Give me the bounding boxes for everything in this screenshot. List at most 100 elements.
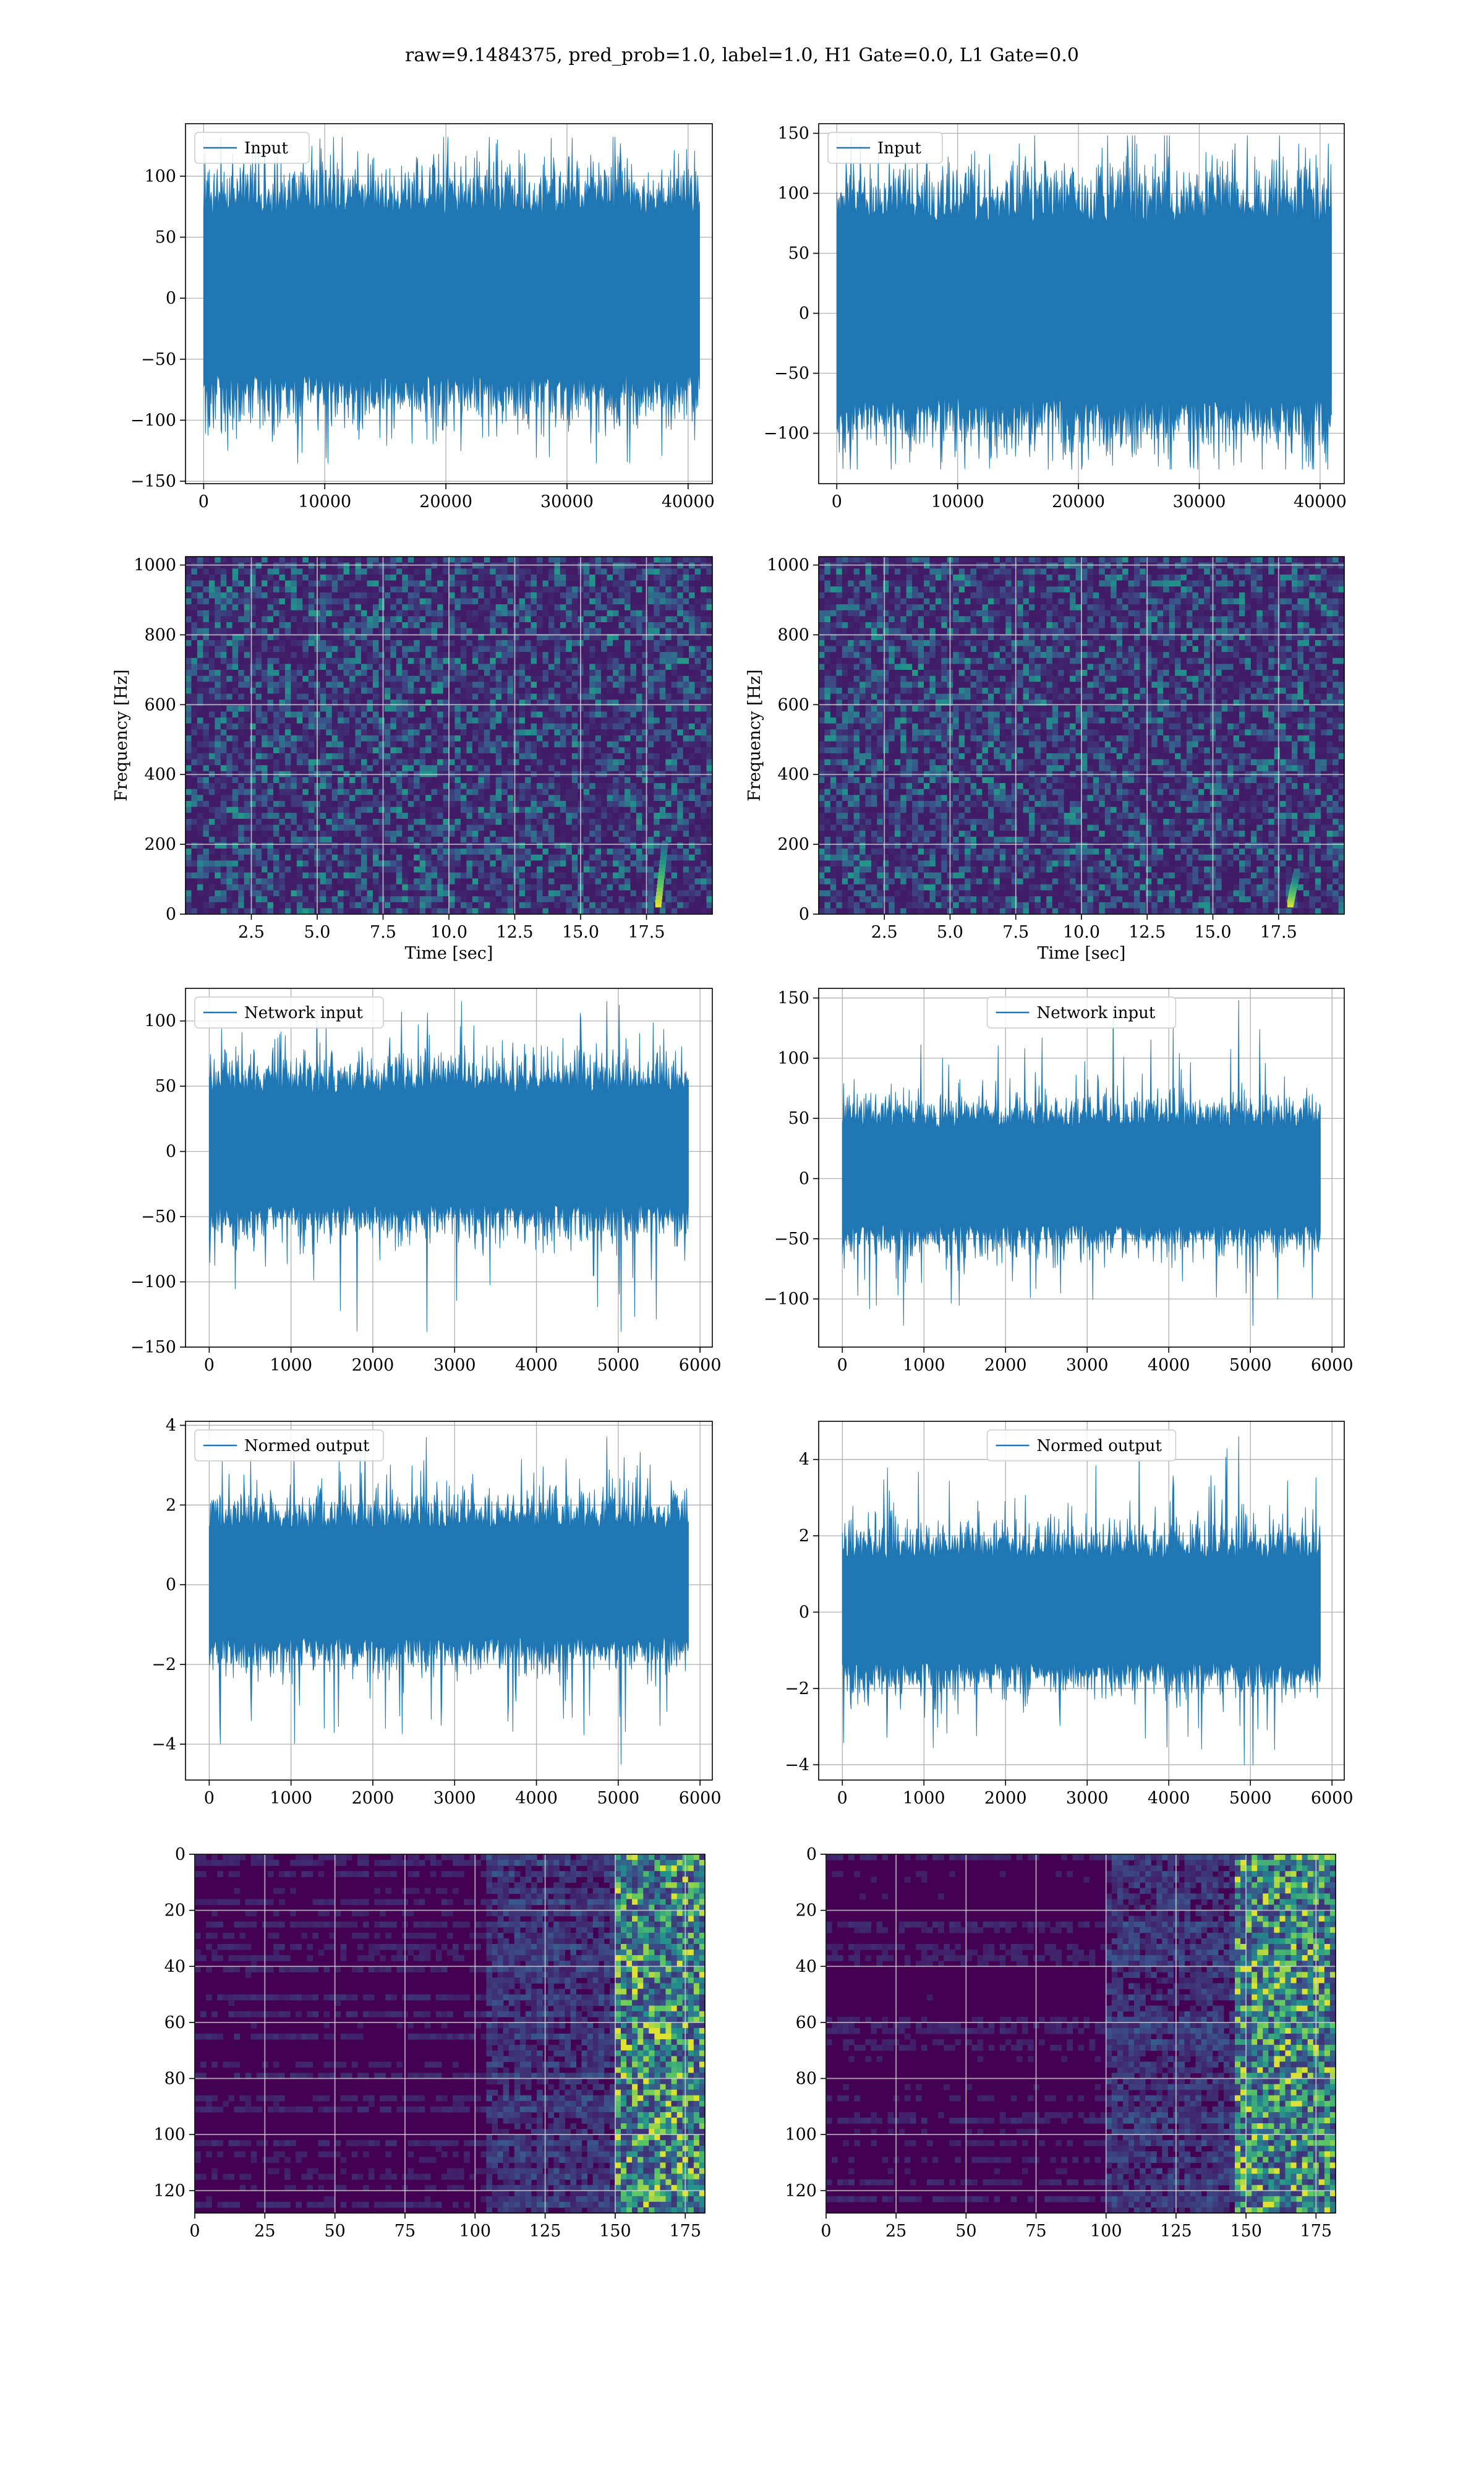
legend-label: Network input xyxy=(1037,1004,1156,1022)
y-tick-label: 1000 xyxy=(767,556,809,575)
y-tick-label: 120 xyxy=(153,2181,186,2201)
y-tick-label: 0 xyxy=(799,1603,809,1622)
y-tick-label: 200 xyxy=(777,835,809,854)
axes-norm-h1: 0 1000 2000 3000 4000 5000 6000 −4 −2 0 2 4 Normed o… xyxy=(151,1416,721,1808)
legend: Network input xyxy=(194,996,384,1029)
chirp-mark xyxy=(656,888,663,896)
y-tick-label: 0 xyxy=(799,1170,809,1189)
legend-box xyxy=(194,996,384,1029)
x-tick-label: 25 xyxy=(885,2222,906,2241)
axes-feat-h1: 0 25 50 75 100 125 150 175 0 20 40 60 80 100 120 xyxy=(153,1845,706,2241)
y-tick-label: 20 xyxy=(796,1901,817,1920)
y-tick-label: 40 xyxy=(796,1957,817,1976)
axes-input-h1: 0 10000 20000 30000 40000 −150 −100 −50 0 50 100 In… xyxy=(130,123,715,511)
suptitle: raw=9.1484375, pred_prob=1.0, label=1.0,… xyxy=(405,45,1079,66)
x-tick-label: 100 xyxy=(459,2222,492,2241)
y-tick-label: −100 xyxy=(764,424,809,443)
y-tick-label: 50 xyxy=(155,1077,176,1096)
axes-frame xyxy=(818,1421,1345,1781)
legend-box xyxy=(194,1429,384,1462)
x-tick-label: 20000 xyxy=(1052,492,1105,511)
chirp-mark xyxy=(658,872,665,880)
legend-label: Normed output xyxy=(244,1437,370,1455)
x-tick-label: 30000 xyxy=(1173,492,1226,511)
chirp-mark xyxy=(657,880,664,888)
y-tick-label: −50 xyxy=(141,1207,176,1226)
y-tick-label: −100 xyxy=(130,411,176,430)
x-tick-label: 6000 xyxy=(1311,1789,1354,1808)
x-tick-label: 0 xyxy=(204,1356,215,1375)
x-tick-label: 0 xyxy=(198,492,209,511)
y-tick-label: 150 xyxy=(777,124,809,143)
y-tick-label: 50 xyxy=(788,244,809,263)
axes-frame xyxy=(825,1854,1336,2214)
chirp-mark xyxy=(657,876,664,884)
x-tick-label: 5000 xyxy=(597,1356,639,1375)
x-tick-label: 40000 xyxy=(1294,492,1347,511)
x-tick-label: 17.5 xyxy=(1260,923,1297,942)
series-core-band xyxy=(209,1092,689,1204)
axes-norm-l1: 0 1000 2000 3000 4000 5000 6000 −4 −2 0 2 4 Normed o… xyxy=(785,1421,1354,1808)
y-tick-label: 0 xyxy=(166,1142,176,1162)
x-tick-label: 4000 xyxy=(515,1356,558,1375)
legend-box xyxy=(986,1429,1177,1462)
x-tick-label: 4000 xyxy=(515,1789,558,1808)
series-core-band xyxy=(837,223,1332,398)
x-tick-label: 10.0 xyxy=(430,923,467,942)
x-tick-label: 25 xyxy=(254,2222,275,2241)
legend: Input xyxy=(827,132,943,164)
x-tick-label: 7.5 xyxy=(370,923,396,942)
x-tick-label: 6000 xyxy=(679,1356,722,1375)
x-tick-label: 3000 xyxy=(433,1356,476,1375)
x-tick-label: 150 xyxy=(1230,2222,1262,2241)
series-core-band xyxy=(842,1559,1321,1662)
x-tick-label: 125 xyxy=(1160,2222,1192,2241)
x-tick-label: 1000 xyxy=(270,1789,312,1808)
x-tick-label: 5000 xyxy=(597,1789,639,1808)
y-tick-label: −50 xyxy=(774,364,809,383)
axes-frame xyxy=(818,988,1345,1348)
y-tick-label: 0 xyxy=(166,905,176,924)
x-tick-label: 15.0 xyxy=(562,923,599,942)
y-tick-label: −2 xyxy=(785,1679,809,1698)
y-tick-label: 100 xyxy=(153,2125,186,2144)
x-tick-label: 4000 xyxy=(1148,1356,1190,1375)
axes-frame xyxy=(185,1421,713,1781)
legend: Network input xyxy=(986,996,1177,1029)
x-tick-label: 15.0 xyxy=(1194,923,1231,942)
y-tick-label: 2 xyxy=(799,1526,809,1546)
y-tick-label: −4 xyxy=(785,1755,809,1774)
y-tick-label: 100 xyxy=(777,1049,809,1068)
feature-map-image xyxy=(826,1854,1336,2214)
y-tick-label: 800 xyxy=(144,625,176,644)
axes-net-h1: 0 1000 2000 3000 4000 5000 6000 −150 −100 −50 0 50 1… xyxy=(130,988,722,1375)
x-tick-label: 0 xyxy=(832,492,842,511)
x-tick-label: 50 xyxy=(324,2222,345,2241)
axes-frame xyxy=(185,123,713,484)
x-tick-label: 0 xyxy=(821,2222,831,2241)
legend-label: Input xyxy=(244,139,288,158)
chirp-mark xyxy=(659,860,666,868)
series-core-band xyxy=(842,1128,1321,1225)
legend-box xyxy=(986,996,1177,1029)
series-core-band xyxy=(209,1529,689,1637)
y-axis-label: Frequency [Hz] xyxy=(745,669,764,801)
y-tick-label: 0 xyxy=(799,905,809,924)
x-tick-label: 0 xyxy=(837,1356,848,1375)
x-tick-label: 3000 xyxy=(433,1789,476,1808)
x-tick-label: 17.5 xyxy=(628,923,665,942)
x-tick-label: 2.5 xyxy=(871,923,898,942)
y-tick-label: −50 xyxy=(774,1230,809,1249)
x-tick-label: 6000 xyxy=(679,1789,722,1808)
legend-label: Network input xyxy=(244,1004,363,1022)
y-tick-label: 80 xyxy=(796,2070,817,2089)
chirp-mark xyxy=(660,852,667,860)
y-tick-label: 50 xyxy=(788,1109,809,1128)
x-tick-label: 5000 xyxy=(1229,1356,1272,1375)
axes-frame xyxy=(185,988,713,1348)
y-tick-label: 600 xyxy=(144,695,176,714)
y-tick-label: 0 xyxy=(175,1845,186,1864)
axes-spec-h1: 2.5 5.0 7.5 10.0 12.5 15.0 17.5 0 200 400 600 800 10… xyxy=(112,556,713,963)
legend: Normed output xyxy=(194,1429,384,1462)
